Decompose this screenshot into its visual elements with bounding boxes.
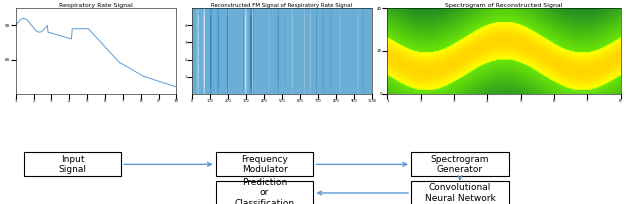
Text: Prediction
or
Classification: Prediction or Classification: [234, 178, 295, 204]
FancyBboxPatch shape: [215, 152, 313, 176]
Text: Input
Signal: Input Signal: [59, 155, 86, 174]
FancyBboxPatch shape: [411, 152, 509, 176]
Title: Spectrogram of Reconstructed Signal: Spectrogram of Reconstructed Signal: [445, 3, 563, 8]
Text: Frequency
Modulator: Frequency Modulator: [241, 155, 288, 174]
FancyBboxPatch shape: [24, 152, 121, 176]
Text: Convolutional
Neural Network: Convolutional Neural Network: [425, 183, 495, 203]
Title: Respiratory Rate Signal: Respiratory Rate Signal: [59, 3, 133, 8]
Title: Reconstructed FM Signal of Respiratory Rate Signal: Reconstructed FM Signal of Respiratory R…: [211, 3, 353, 8]
FancyBboxPatch shape: [215, 181, 313, 204]
FancyBboxPatch shape: [411, 181, 509, 204]
Text: Spectrogram
Generator: Spectrogram Generator: [431, 155, 489, 174]
